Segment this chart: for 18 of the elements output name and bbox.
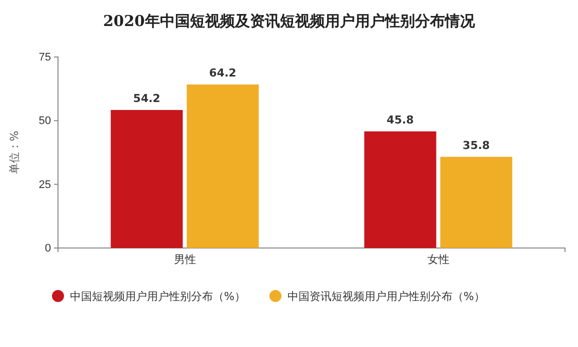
data-label: 54.2	[133, 92, 160, 105]
chart-title: 2020年中国短视频及资讯短视频用户用户性别分布情况	[103, 12, 476, 30]
legend-label: 中国短视频用户用户性别分布（%）	[70, 290, 246, 303]
y-tick-label: 75	[38, 52, 51, 64]
x-tick-label: 女性	[427, 254, 450, 266]
bar	[440, 156, 512, 248]
bar	[186, 84, 259, 248]
bar	[110, 110, 183, 248]
y-tick-label: 50	[38, 115, 51, 128]
bar	[364, 131, 436, 248]
data-label: 64.2	[209, 66, 236, 80]
data-label: 35.8	[462, 138, 490, 152]
x-tick-label: 男性	[174, 254, 196, 266]
y-tick-label: 0	[44, 242, 51, 255]
y-tick-label: 25	[38, 178, 51, 191]
data-label: 45.8	[386, 113, 414, 126]
legend-label: 中国资讯短视频用户用户性别分布（%）	[287, 290, 485, 303]
y-axis-title: 单位：%	[8, 130, 21, 174]
